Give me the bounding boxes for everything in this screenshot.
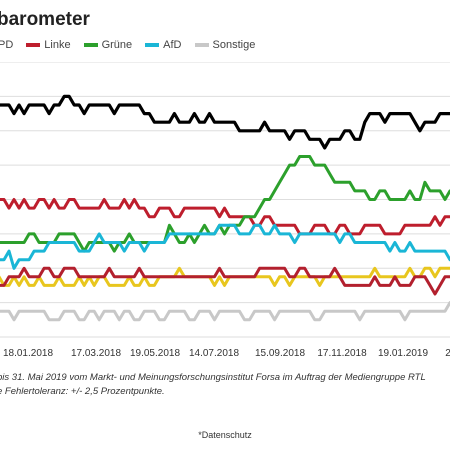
legend-swatch-afd	[145, 43, 159, 47]
x-tick-label: 19.05.2018	[130, 348, 180, 359]
legend-swatch-linke	[26, 43, 40, 47]
x-tick-label: 17.03.2018	[71, 348, 121, 359]
x-tick-label: 19.01.2019	[378, 348, 428, 359]
legend-label-spd: PD	[0, 39, 13, 51]
x-tick-label: 15.09.2018	[255, 348, 305, 359]
legend-label-afd: AfD	[163, 39, 181, 51]
tolerance-note: e Fehlertoleranz: +/- 2,5 Prozentpunkte.	[0, 386, 165, 397]
legend-label-linke: Linke	[44, 39, 70, 51]
x-tick-label: 18.01.2018	[3, 348, 53, 359]
source-note: bis 31. Mai 2019 vom Markt- und Meinungs…	[0, 372, 426, 383]
legend-label-gruene: Grüne	[102, 39, 133, 51]
legend-label-sonstige: Sonstige	[213, 39, 256, 51]
chart-legend: PD Linke Grüne AfD Sonstige	[0, 38, 268, 52]
series-line-pd[interactable]	[0, 96, 450, 147]
legend-item-sonstige[interactable]: Sonstige	[195, 39, 256, 51]
legend-item-spd[interactable]: PD	[0, 39, 13, 51]
chart-title: barometer	[0, 9, 90, 31]
legend-item-linke[interactable]: Linke	[26, 39, 70, 51]
series-line-linke[interactable]	[0, 200, 450, 234]
x-tick-label: 2	[445, 348, 450, 359]
x-tick-label: 14.07.2018	[189, 348, 239, 359]
x-tick-label: 17.11.2018	[317, 348, 367, 359]
series-line-sonstige[interactable]	[0, 303, 450, 320]
legend-item-afd[interactable]: AfD	[145, 39, 181, 51]
legend-item-gruene[interactable]: Grüne	[84, 39, 133, 51]
legend-swatch-sonstige	[195, 43, 209, 47]
series-line-series-5[interactable]	[0, 268, 450, 294]
privacy-link[interactable]: *Datenschutz	[0, 430, 450, 440]
line-chart: 18.01.2018 17.03.2018 19.05.2018 14.07.2018…	[0, 62, 450, 362]
legend-swatch-gruene	[84, 43, 98, 47]
